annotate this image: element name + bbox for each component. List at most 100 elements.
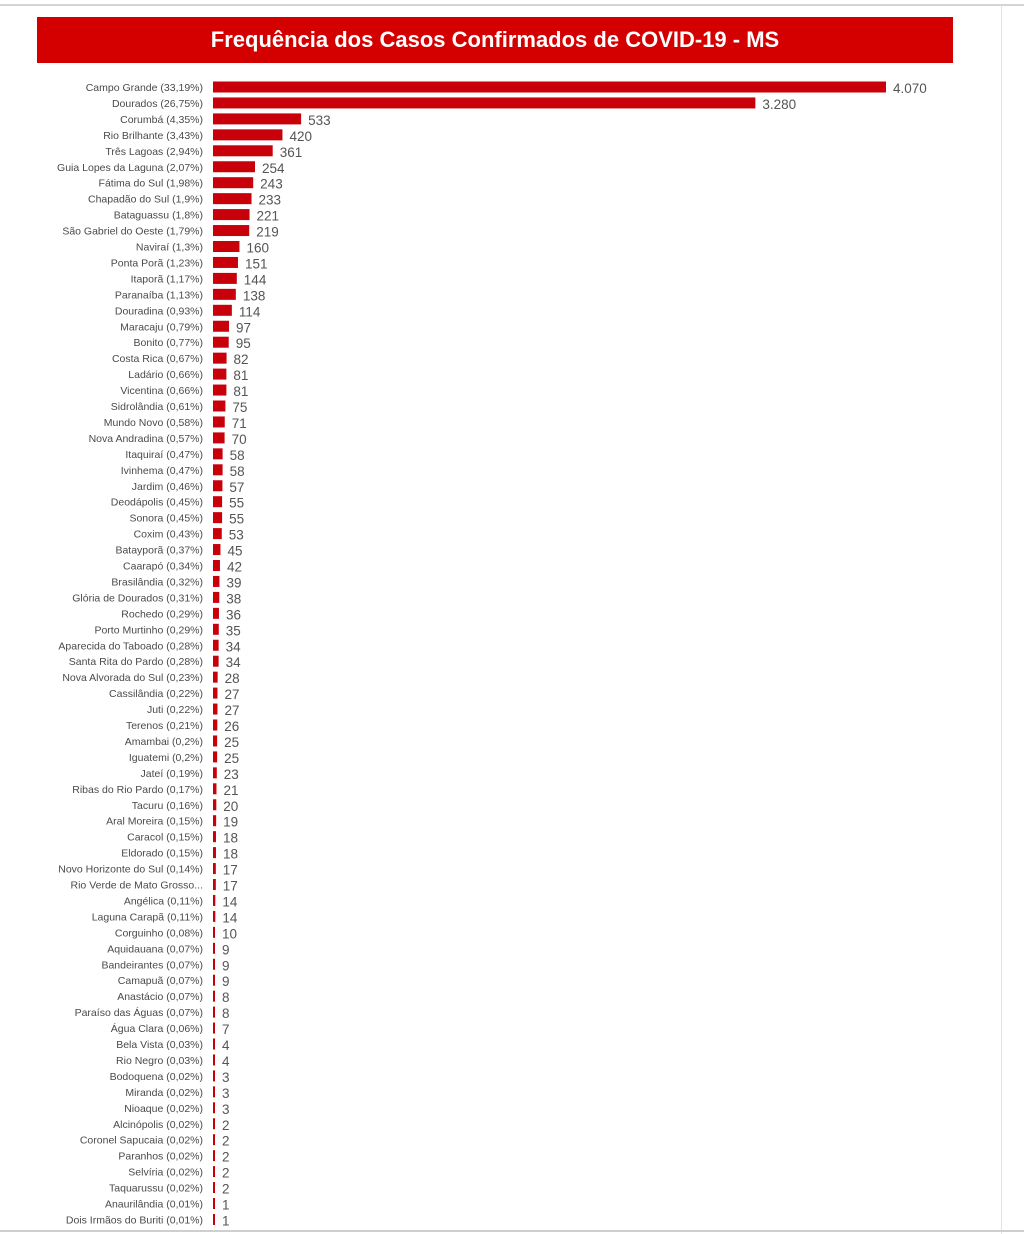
category-label: Ladário (0,66%) [128, 369, 203, 381]
category-label: Caarapó (0,34%) [123, 561, 203, 573]
category-label: Nova Andradina (0,57%) [89, 433, 203, 445]
bar [213, 448, 223, 460]
value-label: 8 [222, 1006, 230, 1021]
value-label: 57 [229, 480, 244, 495]
value-label: 55 [229, 512, 244, 527]
bar [213, 575, 220, 587]
category-label: Mundo Novo (0,58%) [104, 417, 203, 429]
bar [213, 910, 216, 922]
category-label: Rio Verde de Mato Grosso... [71, 880, 203, 892]
category-label: Aquidauana (0,07%) [107, 943, 203, 955]
bar [213, 432, 225, 444]
category-label: Tacuru (0,16%) [132, 800, 203, 812]
bar [213, 496, 223, 508]
category-label: Paraíso das Águas (0,07%) [75, 1006, 203, 1019]
category-label: Brasilândia (0,32%) [111, 576, 203, 588]
category-label: Caracol (0,15%) [127, 832, 203, 844]
value-label: 34 [226, 655, 242, 670]
bar [213, 1070, 215, 1082]
category-label: Laguna Carapã (0,11%) [92, 911, 203, 923]
category-label: Douradina (0,93%) [115, 305, 203, 317]
value-label: 35 [226, 623, 241, 638]
bar [213, 751, 218, 763]
value-label: 71 [232, 416, 247, 431]
value-label: 160 [246, 241, 269, 256]
value-label: 14 [222, 894, 238, 909]
category-label: Sonora (0,45%) [129, 513, 203, 525]
value-label: 233 [259, 193, 282, 208]
value-label: 97 [236, 320, 251, 335]
value-label: 2 [222, 1182, 230, 1197]
bar [213, 591, 220, 603]
value-label: 34 [226, 639, 242, 654]
bar [213, 719, 218, 731]
value-label: 361 [280, 145, 303, 160]
category-label: Alcinópolis (0,02%) [113, 1119, 203, 1131]
bar [213, 384, 227, 396]
bar [213, 831, 216, 843]
value-label: 19 [223, 815, 238, 830]
category-label: Três Lagoas (2,94%) [105, 146, 203, 158]
value-label: 17 [223, 863, 238, 878]
value-label: 27 [224, 687, 239, 702]
category-label: Itaporã (1,17%) [131, 273, 203, 285]
value-label: 70 [232, 432, 247, 447]
value-label: 82 [234, 352, 249, 367]
value-label: 243 [260, 177, 283, 192]
value-label: 42 [227, 560, 242, 575]
value-label: 9 [222, 942, 230, 957]
value-label: 36 [226, 607, 241, 622]
bottom-divider [0, 1230, 1024, 1232]
bar [213, 241, 240, 252]
value-label: 55 [229, 496, 244, 511]
bar [213, 767, 217, 779]
bar [213, 1134, 215, 1146]
bar [213, 560, 220, 571]
category-label: Batayporã (0,37%) [115, 545, 203, 557]
bar [213, 990, 215, 1002]
value-label: 25 [224, 735, 239, 750]
category-label: Itaquiraí (0,47%) [125, 449, 203, 461]
category-label: Campo Grande (33,19%) [86, 82, 203, 94]
bar [213, 783, 217, 795]
bar [213, 1213, 215, 1225]
bar [213, 464, 223, 476]
category-label: Paranaíba (1,13%) [115, 289, 203, 301]
category-label: Taquarussu (0,02%) [109, 1183, 203, 1195]
value-label: 221 [257, 209, 280, 224]
bar [213, 480, 223, 492]
category-label: Jardim (0,46%) [132, 481, 203, 493]
value-label: 4.070 [893, 81, 927, 96]
bar [213, 623, 219, 635]
category-label: Naviraí (1,3%) [136, 242, 203, 254]
bar [213, 352, 227, 364]
category-label: Dois Irmãos do Buriti (0,01%) [66, 1214, 203, 1226]
category-label: Coronel Sapucaia (0,02%) [80, 1135, 203, 1147]
value-label: 17 [223, 879, 238, 894]
bar [213, 1198, 215, 1209]
category-label: Aral Moreira (0,15%) [106, 816, 203, 828]
top-divider [0, 4, 1024, 6]
value-label: 25 [224, 751, 239, 766]
bar [213, 1150, 215, 1162]
bar [213, 1118, 215, 1130]
bar [213, 161, 256, 173]
category-label: Ponta Porã (1,23%) [111, 257, 203, 269]
category-label: Bodoquena (0,02%) [110, 1071, 203, 1083]
category-label: Água Clara (0,06%) [111, 1022, 203, 1035]
category-label: Bataguassu (1,8%) [114, 210, 203, 222]
category-label: Bela Vista (0,03%) [116, 1039, 203, 1051]
bar [213, 1022, 215, 1034]
value-label: 45 [227, 544, 242, 559]
bar [213, 1102, 215, 1114]
bar [213, 288, 236, 300]
value-label: 151 [245, 256, 268, 271]
category-label: Cassilândia (0,22%) [109, 688, 203, 700]
category-label: Novo Horizonte do Sul (0,14%) [58, 864, 203, 876]
bar [213, 97, 756, 109]
bar [213, 703, 218, 715]
bar [213, 272, 237, 284]
value-label: 3.280 [762, 97, 796, 112]
value-label: 4 [222, 1054, 230, 1069]
category-label: Glória de Dourados (0,31%) [72, 592, 203, 604]
